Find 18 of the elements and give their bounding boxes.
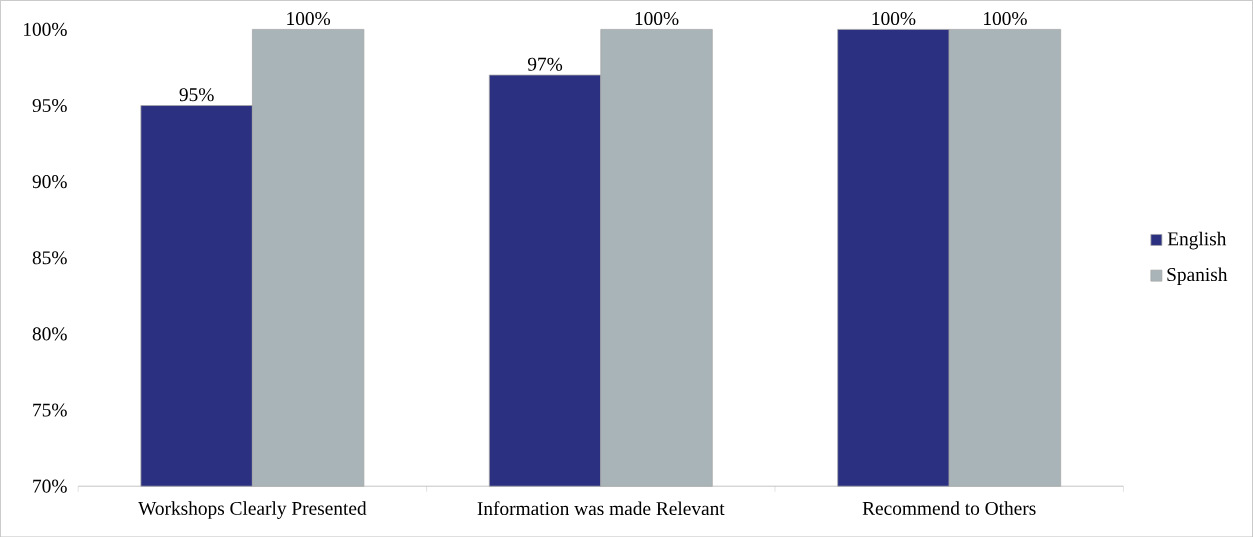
data-label: 100% xyxy=(635,11,679,25)
legend-label: Spanish xyxy=(1167,267,1228,285)
data-label: 100% xyxy=(984,11,1027,25)
y-tick-label: 95% xyxy=(32,98,67,112)
y-tick-label: 80% xyxy=(32,327,67,341)
y-tick-label: 100% xyxy=(24,22,67,36)
data-label: 100% xyxy=(287,11,331,25)
y-tick-label: 70% xyxy=(33,479,67,493)
legend-label: English xyxy=(1167,231,1227,250)
x-tick-label: Workshops Clearly Presented xyxy=(138,501,367,519)
y-tick-label: 90% xyxy=(32,174,67,189)
x-tick-label: Recommend to Others xyxy=(862,501,1036,515)
y-tick-label: 75% xyxy=(33,403,67,417)
data-label: 97% xyxy=(527,57,563,71)
data-label: 95% xyxy=(179,87,214,102)
data-label: 100% xyxy=(872,11,916,25)
y-tick-label: 85% xyxy=(32,251,67,265)
x-tick-label: Information was made Relevant xyxy=(477,501,725,515)
